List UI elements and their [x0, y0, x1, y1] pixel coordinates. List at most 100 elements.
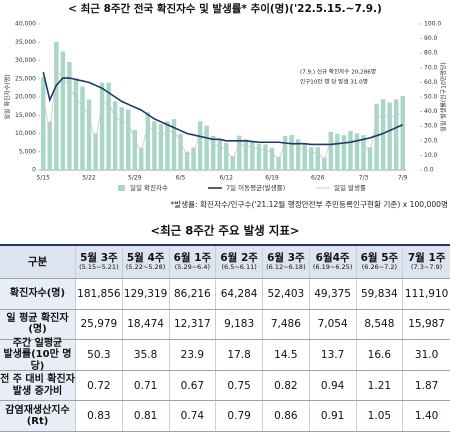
chart-title: < 최근 8주간 전국 확진자수 및 발생률* 추이(명)('22.5.15.~…	[68, 2, 382, 15]
row-label-line: 확진자수(명)	[9, 288, 66, 300]
bar	[197, 121, 203, 170]
table-title: <최근 8주간 주요 발생 지표>	[150, 224, 299, 238]
y-tick-label: 35,000	[15, 39, 36, 46]
bar	[93, 133, 98, 170]
header-cell: 6월 3주 (6.12~6.18)	[263, 246, 310, 278]
data-row: 일 평균 확진자(명) 25,979 18,474 12,317 9,183 7,486 7…	[0, 309, 450, 341]
bar	[400, 95, 405, 170]
y-tick-label: 10,000	[15, 130, 36, 137]
data-cell: 31.0	[414, 348, 439, 361]
data-cell: 1.05	[357, 401, 404, 431]
y2-tick-label: 100.0	[424, 21, 441, 28]
row-label-line: 일 평균 확진자(명)	[6, 312, 69, 336]
y2-axis-title: 일일 발생률(인구10만명당)	[440, 62, 448, 131]
y-tick-label: 5,000	[19, 148, 36, 155]
data-cell: 1.87	[414, 379, 439, 392]
y2-tick-label: 50.0	[424, 94, 438, 101]
y-axis-title: 일일 확진자수(명)	[4, 74, 12, 119]
data-cell: 86,216	[170, 279, 217, 309]
annotation: 인구10만 명 당 발생 31.0명	[300, 78, 368, 86]
data-cell: 0.71	[123, 370, 170, 401]
line	[42, 71, 404, 146]
bar	[256, 143, 262, 170]
bar	[315, 147, 320, 170]
bar	[86, 99, 92, 170]
header-cell: 6월4주 (6.19~6.25)	[309, 246, 357, 278]
header-title: 6월4주	[315, 252, 350, 265]
data-cell: 0.91	[310, 401, 357, 431]
bar	[348, 130, 353, 170]
data-cell: 0.75	[216, 370, 263, 401]
bar	[302, 143, 307, 170]
x-tick-label: 6/5	[176, 175, 186, 182]
indicator-table: 구분 5월 3주 (5.15~5.21) 5월 4주 (5.22~5.28) 6월 1주(…	[0, 244, 450, 432]
row-label-line: 발생률(10만 명당)	[3, 349, 72, 372]
row-label-line: 주간 일평균	[12, 337, 63, 349]
bar	[158, 124, 164, 170]
legend-label: 일일 발생률	[334, 183, 366, 192]
bar	[54, 41, 59, 170]
header-cell: 6월 2주 (6.5~6.11)	[216, 246, 263, 278]
y-tick-label: 15,000	[15, 112, 36, 119]
bar	[335, 133, 340, 170]
bar	[73, 78, 79, 170]
data-cell: 12,317	[170, 309, 217, 340]
data-cell: 0.83	[76, 401, 123, 431]
bar	[165, 121, 170, 170]
bar	[341, 135, 347, 170]
data-cell: 111,910	[404, 287, 449, 300]
y-tick-label: 40,000	[15, 21, 36, 28]
bar	[178, 134, 183, 170]
row-label: 일 평균 확진자(명)	[0, 309, 76, 340]
legend-swatch	[118, 185, 125, 191]
bar	[354, 133, 360, 170]
bar	[224, 143, 229, 170]
x-tick-label: 5/22	[82, 175, 96, 182]
row-label: 전 주 대비 확진자 발생 증가비	[0, 370, 76, 401]
data-cell: 18,474	[123, 309, 170, 340]
header-range: (6.19~6.25)	[312, 263, 353, 272]
header-title: 5월 4주	[126, 252, 165, 265]
data-row: 감염재생산지수(Rt) 0.83 0.81 0.74 0.79 0.86 0.91 1.05 1…	[0, 401, 450, 432]
bar	[132, 130, 137, 170]
bar	[289, 134, 294, 170]
data-cell: 0.67	[170, 370, 217, 401]
header-row: 구분 5월 3주 (5.15~5.21) 5월 4주 (5.22~5.28) 6월 1주(…	[0, 246, 450, 279]
header-cell: 5월 4주 (5.22~5.28)	[122, 246, 170, 278]
bar	[152, 121, 157, 170]
header-range: (5.22~5.28)	[125, 263, 166, 272]
row-label: 주간 일평균 발생률(10만 명당)	[0, 337, 76, 372]
bar	[80, 86, 85, 170]
x-tick-label: 6/26	[311, 175, 325, 182]
x-tick-label: 5/29	[128, 175, 142, 182]
bar	[171, 119, 177, 170]
data-cell: 35.8	[123, 340, 170, 370]
data-cell: 8,548	[357, 309, 404, 340]
row-label-line: 발생 증가비	[12, 385, 63, 397]
data-row: 주간 일평균 발생률(10만 명당) 50.3 35.8 23.9 17.8 14.5 13.…	[0, 337, 450, 372]
bar	[191, 147, 196, 170]
header-cell: 구분	[0, 246, 76, 278]
bar	[322, 157, 327, 170]
data-cell: 0.82	[263, 370, 310, 401]
data-cell: 52,403	[263, 279, 310, 309]
bar	[184, 151, 190, 170]
data-cell: 64,284	[216, 279, 263, 309]
bar	[204, 125, 209, 170]
data-cell: 181,856	[76, 279, 123, 309]
y-tick-label: 25,000	[15, 75, 36, 82]
bar	[67, 62, 72, 170]
bar	[367, 147, 373, 170]
data-cell: 0.81	[123, 401, 170, 431]
chart: < 최근 8주간 전국 확진자수 및 발생률* 추이(명)('22.5.15.~…	[4, 2, 449, 238]
header-title: 5월 3주	[80, 252, 118, 265]
data-row: 확진자수(명) 181,856 129,319 86,216 64,284 52,403 4…	[0, 279, 450, 310]
bar	[210, 136, 216, 170]
data-cell: 50.3	[76, 340, 123, 370]
data-cell: 16.6	[357, 340, 404, 370]
data-cell: 25,979	[76, 309, 123, 340]
y2-tick-label: 60.0	[424, 79, 438, 86]
bar	[47, 121, 53, 170]
header-range: (6.26~7.2)	[361, 263, 398, 272]
bar	[230, 156, 236, 170]
